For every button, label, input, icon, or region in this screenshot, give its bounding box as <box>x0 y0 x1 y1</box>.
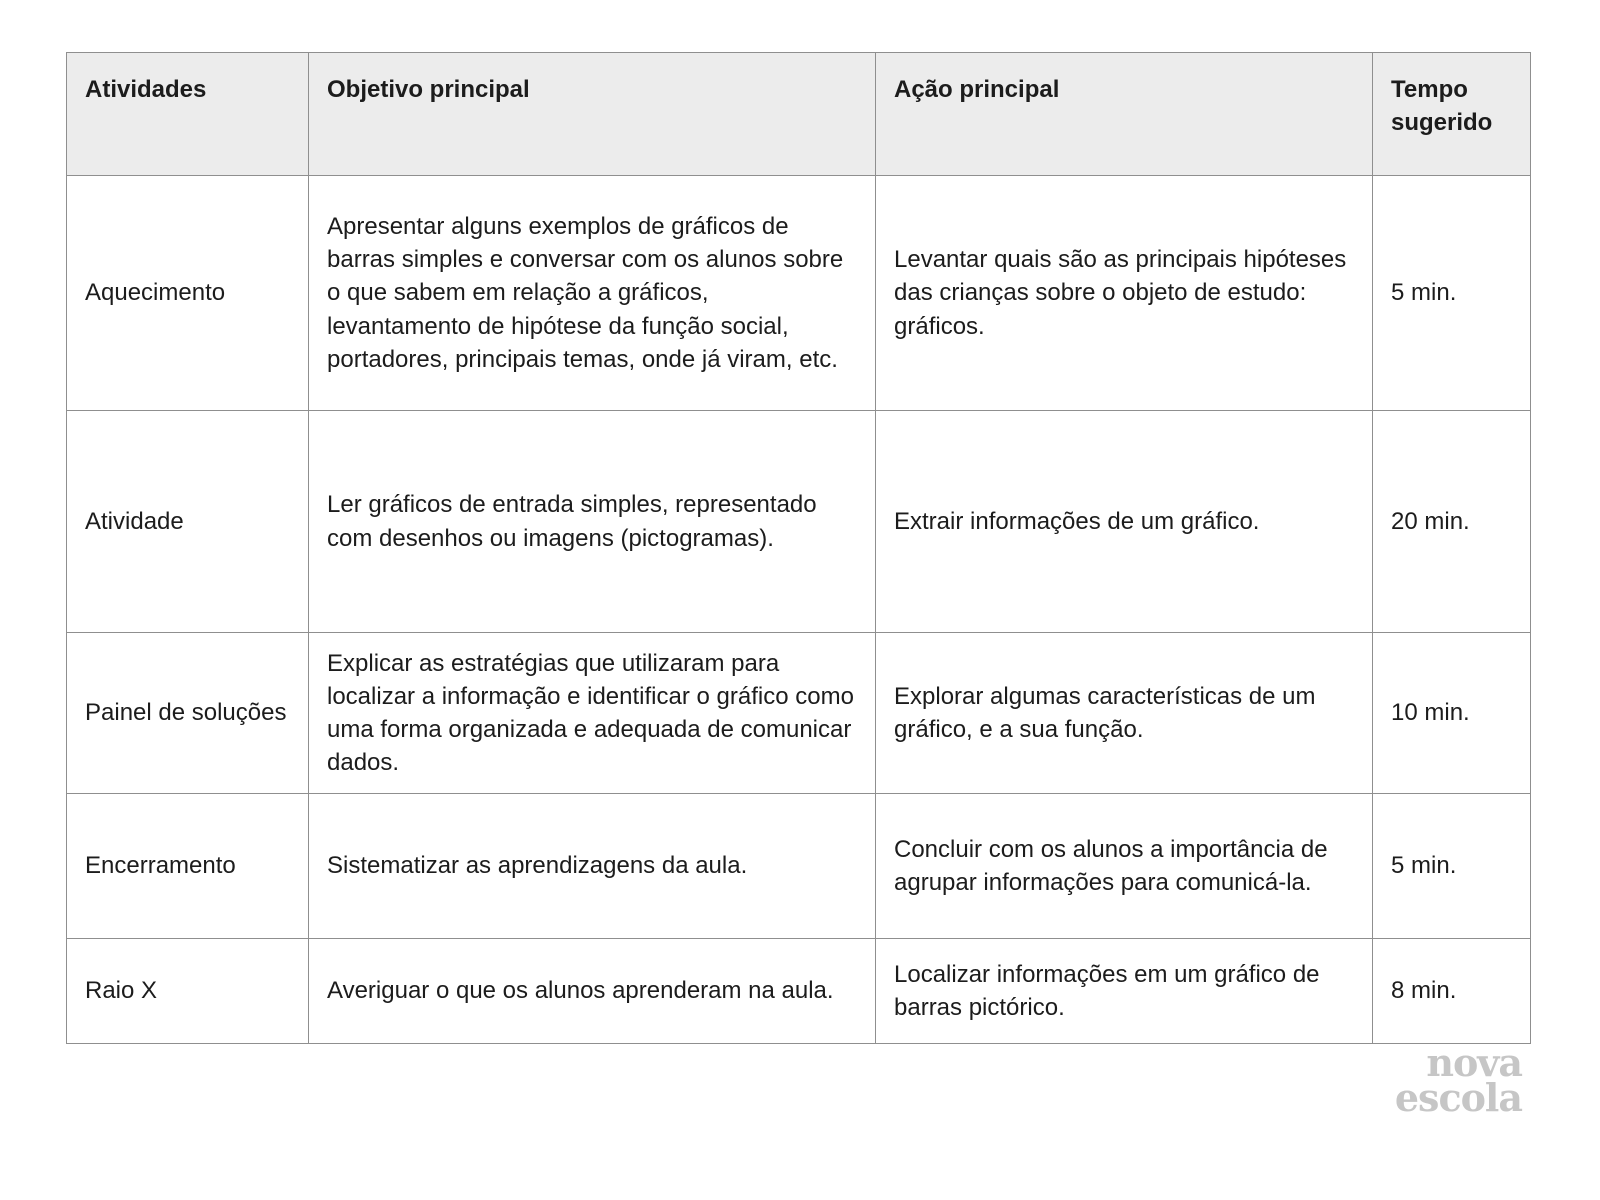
header-atividades: Atividades <box>66 52 309 176</box>
cell-objetivo: Apresentar alguns exemplos de gráficos d… <box>308 175 876 411</box>
cell-atividade: Painel de soluções <box>66 632 309 794</box>
table-body: Aquecimento Apresentar alguns exemplos d… <box>66 175 1531 1044</box>
cell-atividade: Atividade <box>66 410 309 633</box>
logo-line-escola: escola <box>1394 1074 1523 1120</box>
header-objetivo-principal: Objetivo principal <box>308 52 876 176</box>
header-acao-principal: Ação principal <box>875 52 1373 176</box>
cell-atividade: Raio X <box>66 938 309 1044</box>
cell-tempo: 10 min. <box>1372 632 1531 794</box>
cell-objetivo: Ler gráficos de entrada simples, represe… <box>308 410 876 633</box>
table-row-raio-x: Raio X Averiguar o que os alunos aprende… <box>66 938 1531 1044</box>
cell-tempo: 5 min. <box>1372 793 1531 939</box>
cell-objetivo: Explicar as estratégias que utilizaram p… <box>308 632 876 794</box>
cell-acao: Concluir com os alunos a importância de … <box>875 793 1373 939</box>
cell-objetivo: Averiguar o que os alunos aprenderam na … <box>308 938 876 1044</box>
table-row-painel-de-solucoes: Painel de soluções Explicar as estratégi… <box>66 632 1531 794</box>
cell-tempo: 8 min. <box>1372 938 1531 1044</box>
cell-acao: Extrair informações de um gráfico. <box>875 410 1373 633</box>
nova-escola-logo: nova escola <box>1394 1040 1523 1120</box>
cell-acao: Levantar quais são as principais hipótes… <box>875 175 1373 411</box>
header-tempo-sugerido: Tempo sugerido <box>1372 52 1531 176</box>
cell-acao: Localizar informações em um gráfico de b… <box>875 938 1373 1044</box>
cell-acao: Explorar algumas características de um g… <box>875 632 1373 794</box>
header-row: Atividades Objetivo principal Ação princ… <box>66 52 1531 176</box>
logo-line-nova: nova <box>1426 1040 1523 1085</box>
table-row-encerramento: Encerramento Sistematizar as aprendizage… <box>66 793 1531 939</box>
cell-tempo: 20 min. <box>1372 410 1531 633</box>
cell-atividade: Aquecimento <box>66 175 309 411</box>
table-row-aquecimento: Aquecimento Apresentar alguns exemplos d… <box>66 175 1531 411</box>
lesson-plan-table: Atividades Objetivo principal Ação princ… <box>66 52 1531 1044</box>
cell-objetivo: Sistematizar as aprendizagens da aula. <box>308 793 876 939</box>
cell-tempo: 5 min. <box>1372 175 1531 411</box>
table-row-atividade: Atividade Ler gráficos de entrada simple… <box>66 410 1531 633</box>
cell-atividade: Encerramento <box>66 793 309 939</box>
